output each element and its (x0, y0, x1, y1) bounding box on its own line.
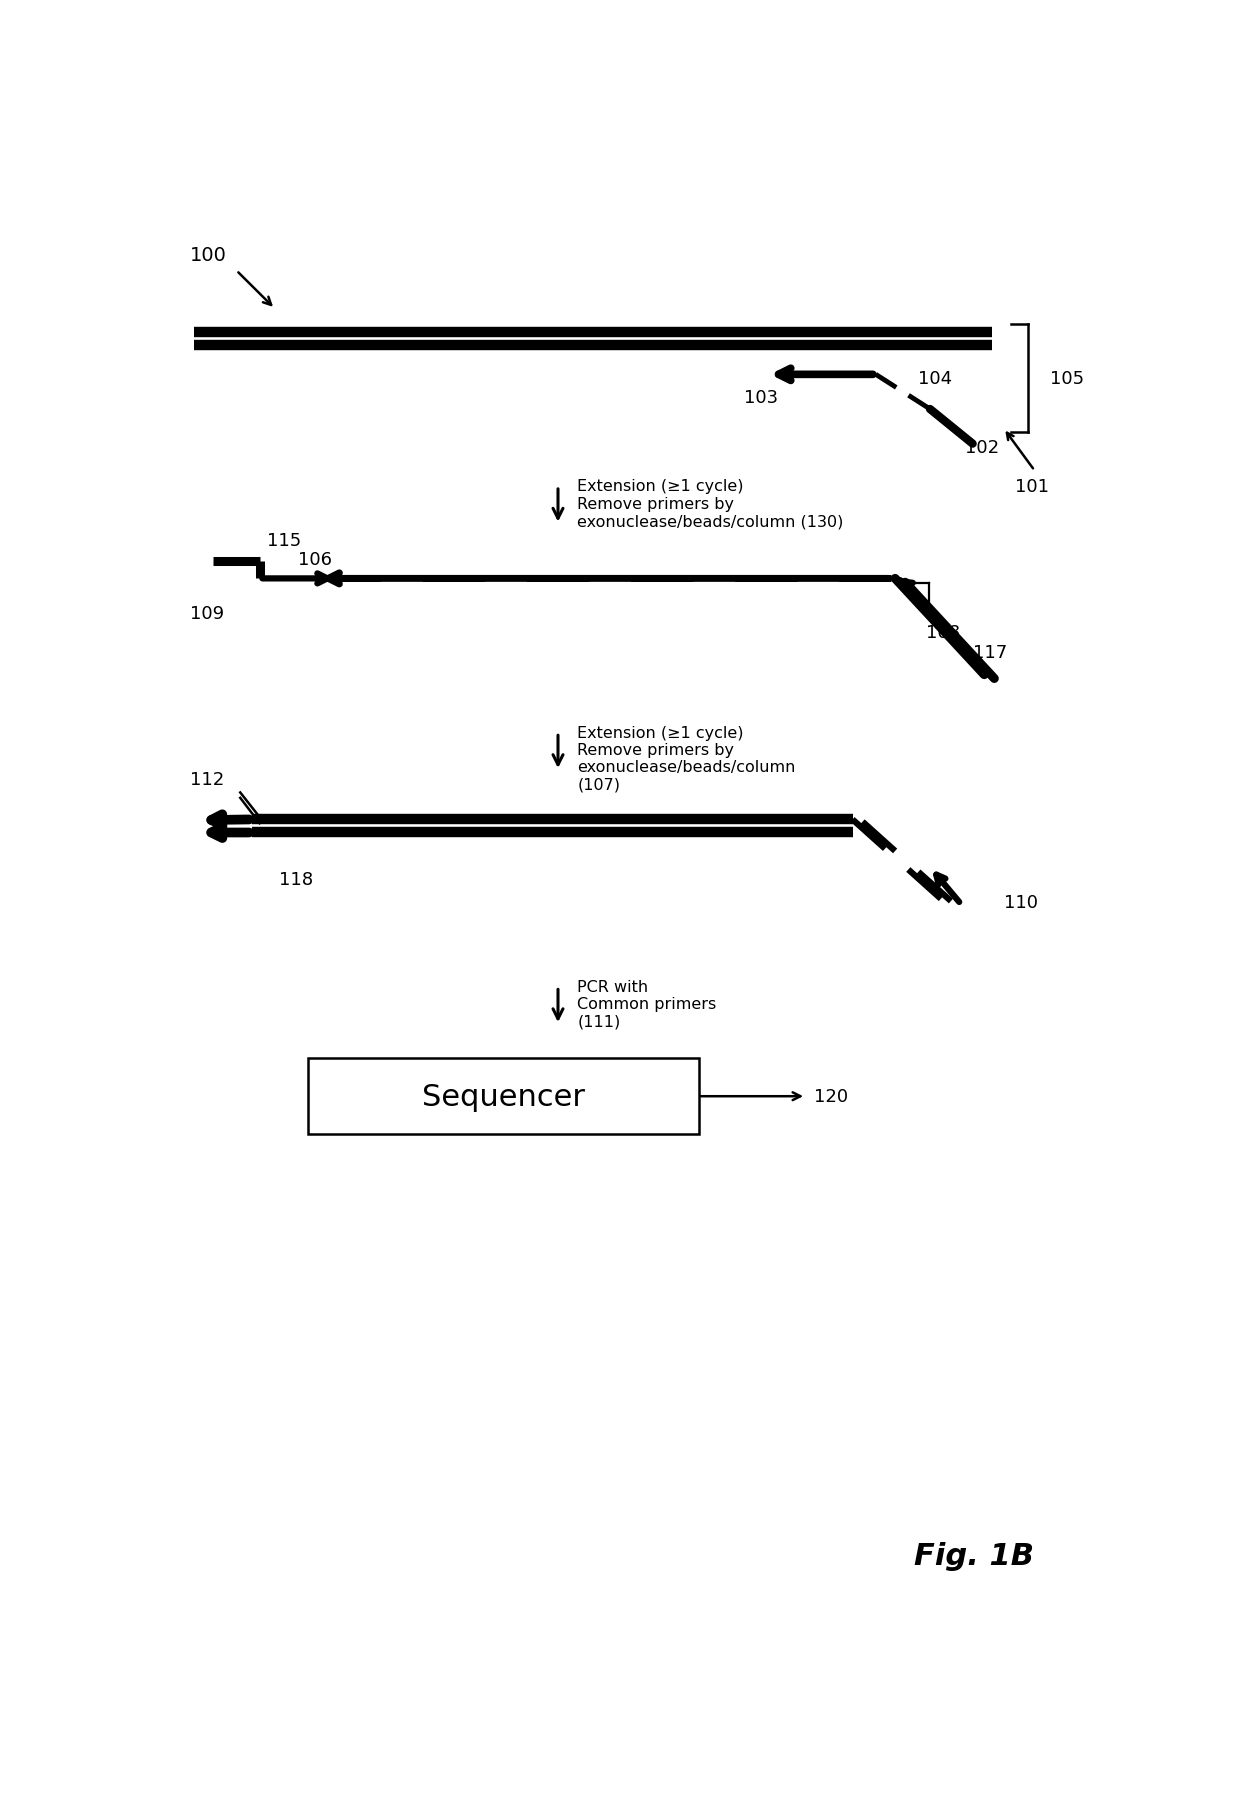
Text: 118: 118 (279, 870, 314, 888)
Text: 108: 108 (926, 625, 960, 643)
Text: Extension (≥1 cycle)
Remove primers by
exonuclease/beads/column (130): Extension (≥1 cycle) Remove primers by e… (578, 478, 843, 529)
Text: 106: 106 (299, 551, 332, 569)
Text: 103: 103 (744, 390, 779, 408)
Text: 104: 104 (919, 370, 952, 388)
Text: 110: 110 (1003, 893, 1038, 912)
Text: Extension (≥1 cycle)
Remove primers by
exonuclease/beads/column
(107): Extension (≥1 cycle) Remove primers by e… (578, 726, 796, 792)
Text: Fig. 1B: Fig. 1B (915, 1541, 1034, 1570)
Text: 115: 115 (268, 532, 301, 549)
Text: 105: 105 (1050, 370, 1084, 388)
FancyBboxPatch shape (309, 1058, 699, 1135)
Text: 101: 101 (1016, 478, 1049, 496)
Text: 109: 109 (190, 605, 224, 623)
Text: PCR with
Common primers
(111): PCR with Common primers (111) (578, 980, 717, 1029)
Text: 112: 112 (190, 771, 224, 789)
Text: 102: 102 (965, 439, 999, 457)
Text: 117: 117 (972, 643, 1007, 661)
Text: 120: 120 (813, 1088, 848, 1106)
Text: Sequencer: Sequencer (423, 1083, 585, 1112)
Text: 100: 100 (190, 245, 227, 265)
